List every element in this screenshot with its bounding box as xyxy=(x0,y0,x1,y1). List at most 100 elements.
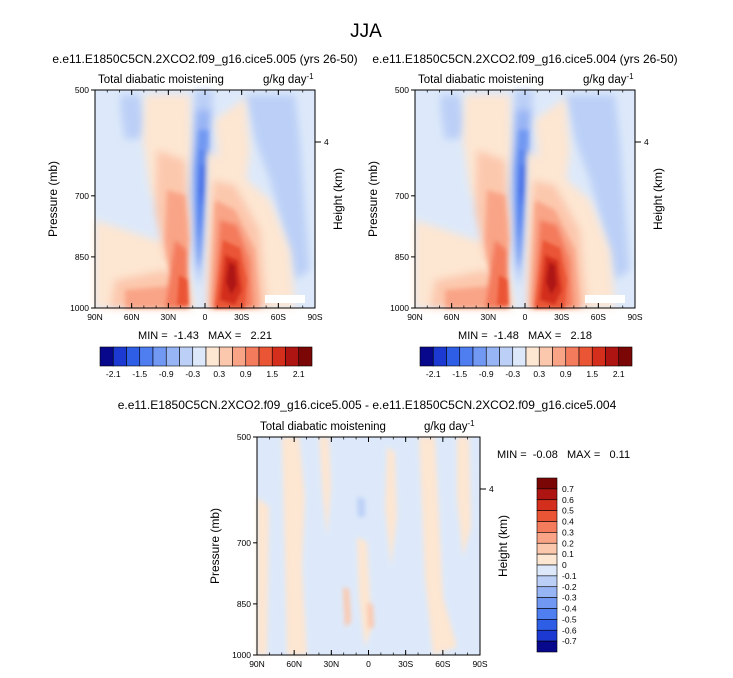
colorbar-swatch xyxy=(485,346,500,367)
panel-diff-stats: MIN = -0.08 MAX = 0.11 xyxy=(497,449,630,461)
colorbar-swatch xyxy=(152,346,167,367)
colorbar-left: -2.1 -1.5 -0.9 -0.3 0.3 0.9 1.5 2.1 xyxy=(99,346,313,379)
panel-left-x-axis: 90N 60N 30N 0 30S 60S 90S xyxy=(87,90,323,322)
x-tick-label: 90N xyxy=(249,659,265,669)
y-tick-label: 850 xyxy=(237,599,251,609)
y-tick-label: 700 xyxy=(395,191,409,201)
colorbar-swatch xyxy=(112,346,127,367)
x-tick-label: 60N xyxy=(286,659,302,669)
colorbar-swatch xyxy=(578,346,593,367)
colorbar-swatch xyxy=(126,346,141,367)
colorbar-swatch xyxy=(446,346,461,367)
panel-diff-ylabel-right: Height (km) xyxy=(496,515,510,577)
colorbar-swatch xyxy=(192,346,207,367)
colorbar-label: -0.3 xyxy=(505,369,520,379)
colorbar-label: -0.7 xyxy=(562,636,577,646)
colorbar-label: 0.9 xyxy=(240,369,252,379)
panel-middle-field-label: Total diabatic moistening xyxy=(418,74,544,86)
panel-left: e.e11.E1850C5CN.2XCO2.f09_g16.cice5.005 … xyxy=(46,52,358,342)
colorbar-swatch xyxy=(271,346,286,367)
panel-diff-field-label: Total diabatic moistening xyxy=(260,421,386,433)
colorbar-label: -0.4 xyxy=(562,604,577,614)
y-tick-label: 700 xyxy=(237,538,251,548)
x-tick-label: 0 xyxy=(203,312,208,322)
panel-middle-ylabel: Pressure (mb) xyxy=(366,161,380,237)
colorbar-swatch xyxy=(499,346,514,367)
colorbar-label: 0.5 xyxy=(562,506,574,516)
x-tick-label: 30S xyxy=(554,312,569,322)
colorbar-swatch xyxy=(618,346,633,367)
colorbar-swatch xyxy=(536,575,558,588)
y-tick-label: 1000 xyxy=(232,650,251,660)
colorbar-label: -1.5 xyxy=(132,369,147,379)
colorbar-swatch xyxy=(432,346,447,367)
colorbar-swatch xyxy=(525,346,540,367)
x-tick-label: 90S xyxy=(307,312,322,322)
panel-left-stats: MIN = -1.43 MAX = 2.21 xyxy=(138,330,272,342)
panel-middle-field xyxy=(415,90,635,308)
colorbar-label: 0 xyxy=(562,560,567,570)
colorbar-swatch xyxy=(536,553,558,566)
x-tick-label: 60S xyxy=(271,312,286,322)
colorbar-label: 0.3 xyxy=(533,369,545,379)
panel-middle-stats: MIN = -1.48 MAX = 2.18 xyxy=(458,330,592,342)
x-tick-label: 90S xyxy=(472,659,487,669)
colorbar-label: -1.5 xyxy=(452,369,467,379)
x-tick-label: 30S xyxy=(398,659,413,669)
panel-left-case-title: e.e11.E1850C5CN.2XCO2.f09_g16.cice5.005 … xyxy=(52,52,357,66)
panel-left-y-axis: 500 700 850 1000 xyxy=(70,85,95,313)
panel-middle-ylabel-right: Height (km) xyxy=(651,168,665,230)
panel-middle: e.e11.E1850C5CN.2XCO2.f09_g16.cice5.004 … xyxy=(366,52,678,342)
colorbar-swatch xyxy=(536,488,558,501)
x-tick-label: 90N xyxy=(407,312,423,322)
colorbar-swatch xyxy=(258,346,273,367)
colorbar-swatch xyxy=(205,346,220,367)
x-tick-label: 60S xyxy=(591,312,606,322)
colorbar-swatch xyxy=(139,346,154,367)
colorbar-swatch xyxy=(552,346,567,367)
colorbar-swatch xyxy=(536,586,558,598)
colorbar-swatch xyxy=(99,346,114,367)
colorbar-label: 0.4 xyxy=(562,517,574,527)
colorbar-swatch xyxy=(605,346,620,367)
colorbar-swatch xyxy=(298,346,313,367)
panel-left-field-label: Total diabatic moistening xyxy=(98,74,224,86)
panel-middle-x-axis: 90N 60N 30N 0 30S 60S 90S xyxy=(407,90,643,322)
x-tick-label: 60N xyxy=(124,312,140,322)
panel-diff-ylabel: Pressure (mb) xyxy=(208,508,222,584)
colorbar-swatch xyxy=(536,521,558,533)
y-tick-label: 500 xyxy=(395,85,409,95)
colorbar-label: 0.1 xyxy=(562,549,574,559)
panel-left-ylabel: Pressure (mb) xyxy=(46,161,60,237)
x-tick-label: 60S xyxy=(435,659,450,669)
colorbar-label: 0.2 xyxy=(562,538,574,548)
x-tick-label: 60N xyxy=(444,312,460,322)
colorbar-label: -0.5 xyxy=(562,614,577,624)
x-tick-label: 30S xyxy=(234,312,249,322)
colorbar-label: 2.1 xyxy=(293,369,305,379)
colorbar-swatch xyxy=(536,564,558,577)
colorbar-label: -0.1 xyxy=(562,571,577,581)
y-tick-label: 500 xyxy=(75,85,89,95)
colorbar-label: -2.1 xyxy=(106,369,121,379)
panel-diff-units: g/kg day-1 xyxy=(424,419,475,433)
y-tick-label: 700 xyxy=(75,191,89,201)
panel-middle-y-axis: 500 700 850 1000 xyxy=(390,85,415,313)
colorbar-label: -0.6 xyxy=(562,625,577,635)
colorbar-swatch xyxy=(536,640,558,653)
x-tick-label: 90S xyxy=(627,312,642,322)
colorbar-swatch xyxy=(591,346,606,367)
panel-left-ylabel-right: Height (km) xyxy=(331,168,345,230)
x-tick-label: 30N xyxy=(324,659,340,669)
colorbar-swatch xyxy=(536,597,558,609)
colorbar-swatch xyxy=(538,346,553,367)
colorbar-swatch xyxy=(536,608,558,620)
colorbar-swatch xyxy=(459,346,474,367)
colorbar-swatch xyxy=(536,532,558,544)
figure-title: JJA xyxy=(350,21,382,42)
panel-middle-case-title: e.e11.E1850C5CN.2XCO2.f09_g16.cice5.004 … xyxy=(372,52,677,66)
colorbar-swatch xyxy=(285,346,300,367)
colorbar-label: 2.1 xyxy=(613,369,625,379)
colorbar-swatch xyxy=(165,346,180,367)
